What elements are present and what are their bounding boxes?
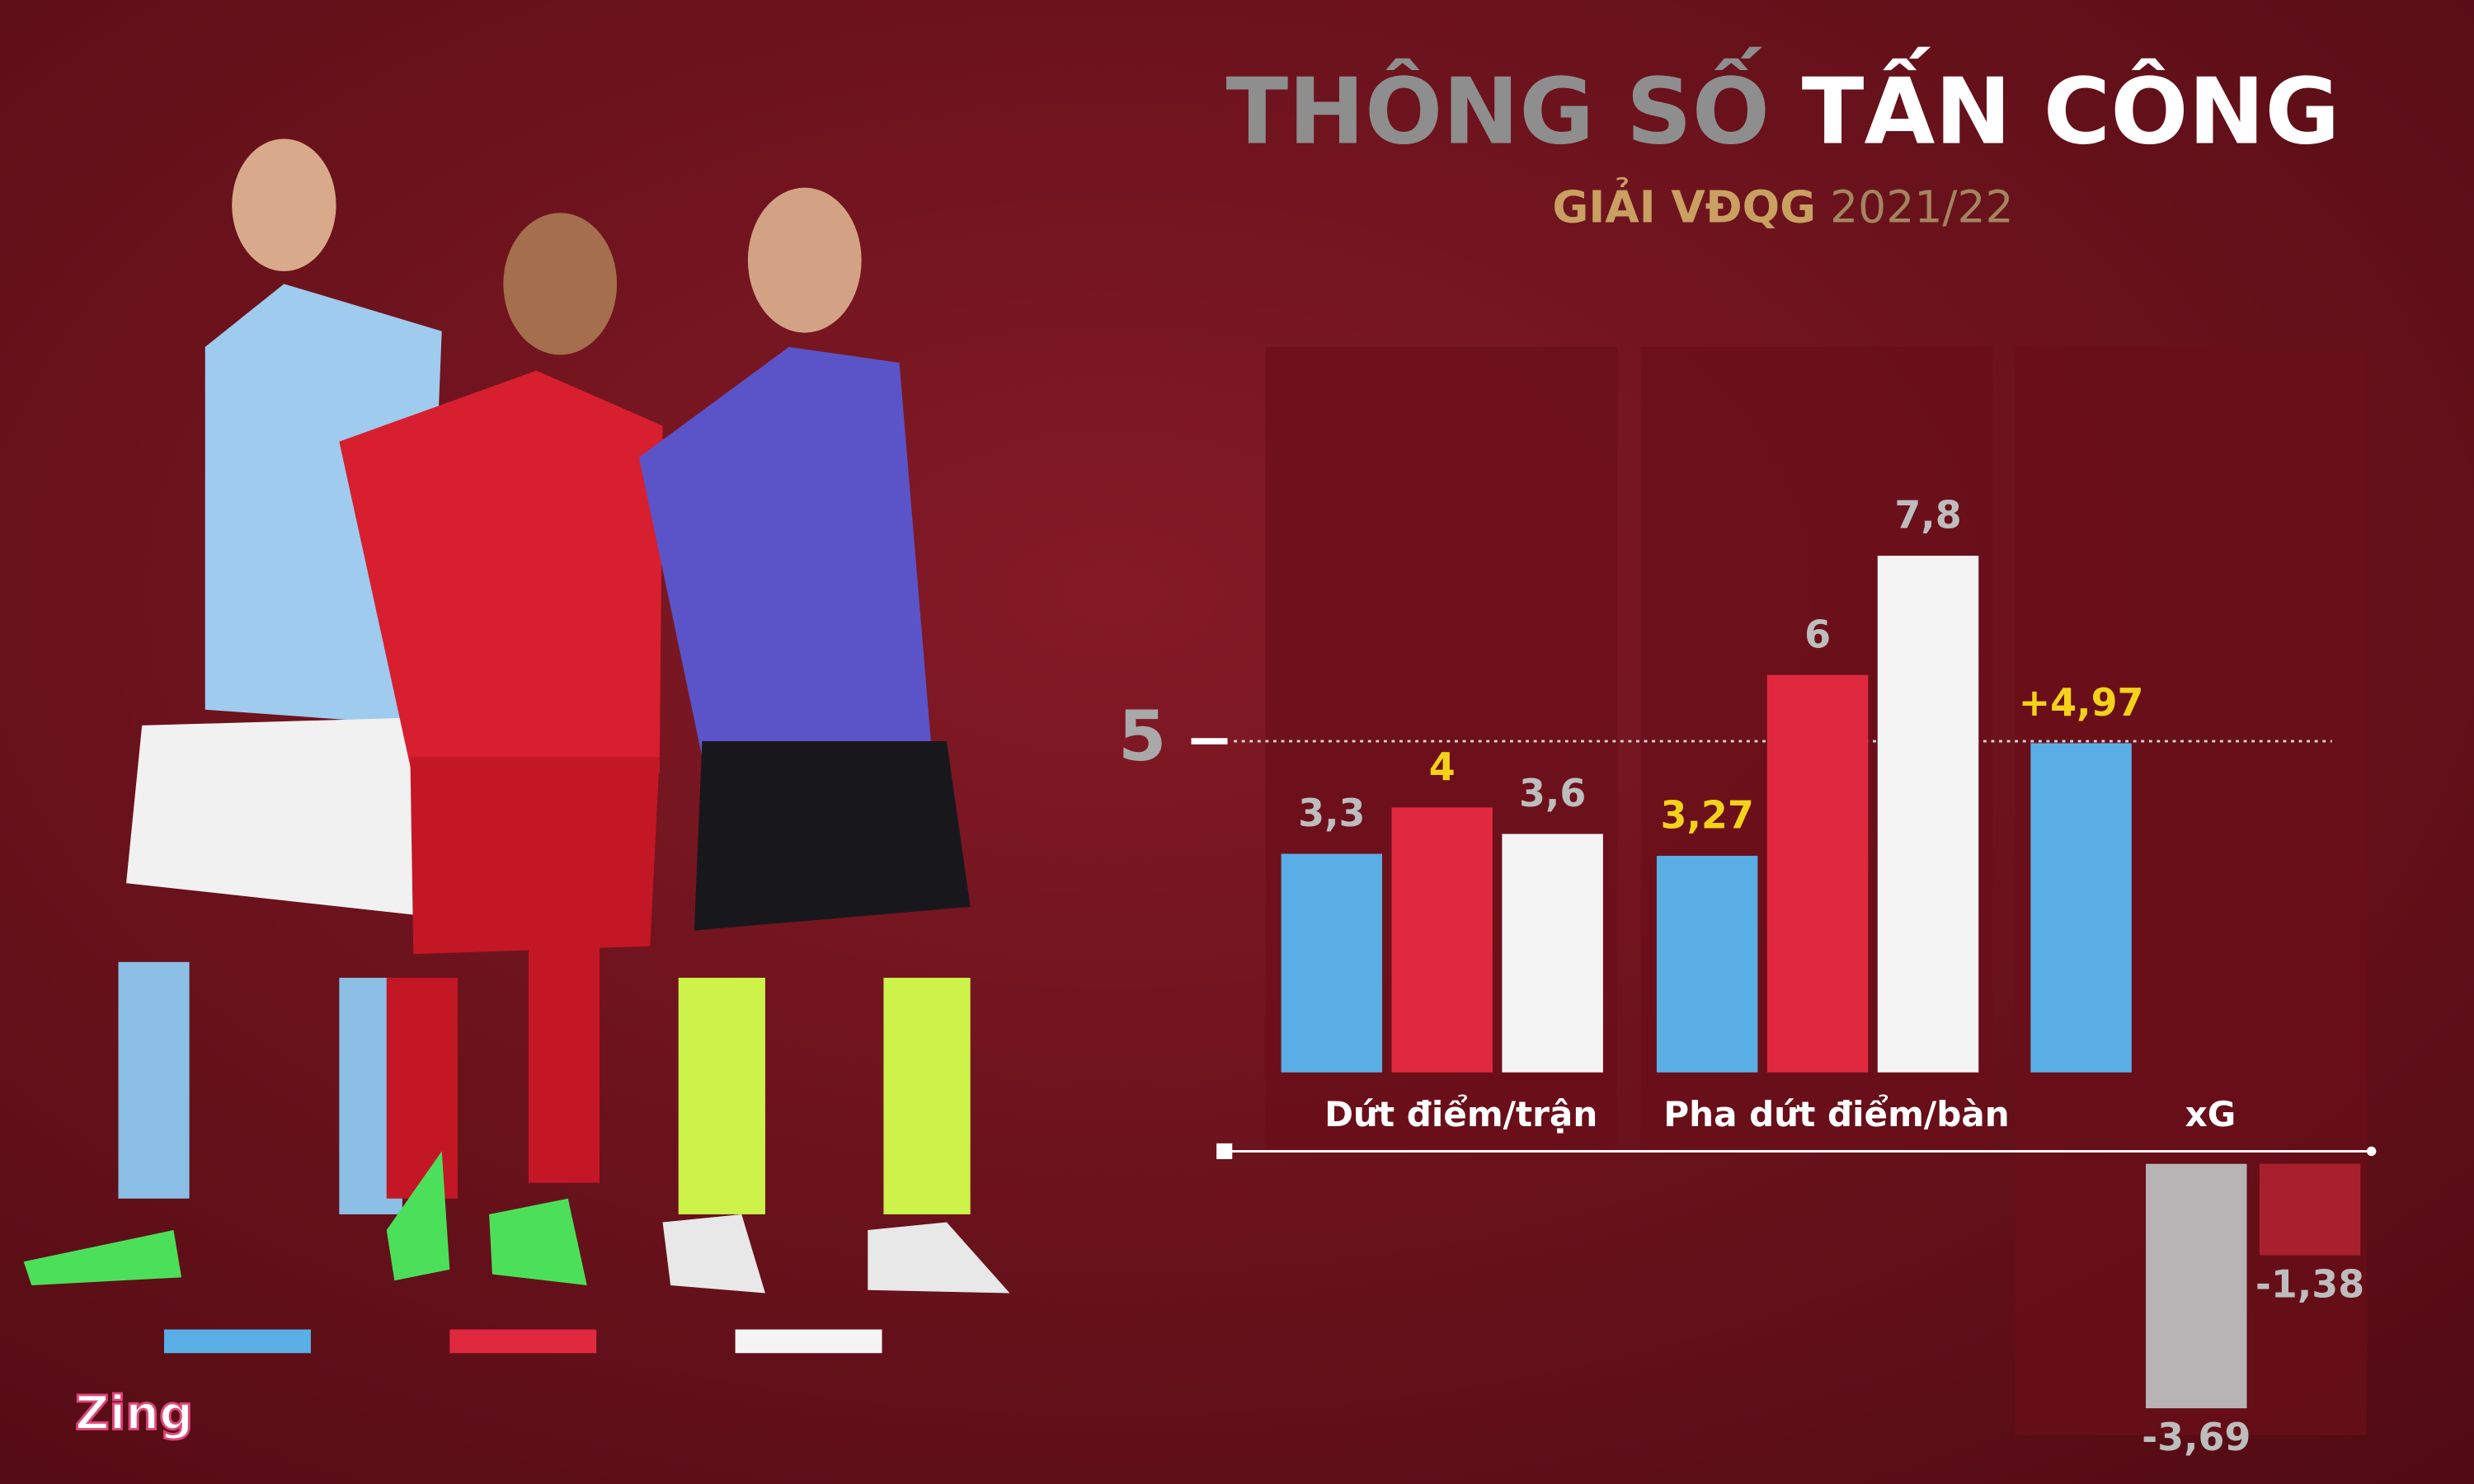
chart-title: THÔNG SỐ TẤN CÔNG <box>1226 47 2340 166</box>
axis-end <box>2366 1146 2377 1157</box>
value-label: 7,8 <box>1894 493 1961 538</box>
legend-swatch <box>735 1329 882 1354</box>
value-label: 3,6 <box>1519 771 1586 815</box>
value-label: +4,97 <box>2019 680 2144 725</box>
bar <box>2030 743 2132 1073</box>
y-tick-label: 5 <box>1118 696 1167 777</box>
title-part: THÔNG SỐ <box>1226 47 1771 166</box>
value-label: 3,3 <box>1298 791 1365 835</box>
axis-end <box>1216 1143 1233 1159</box>
subtitle-part: GIẢI VĐQG <box>1552 176 1816 232</box>
subtitle-part: 2021/22 <box>1830 181 2013 232</box>
bar <box>1281 853 1383 1073</box>
legend-swatch <box>449 1329 597 1354</box>
bar <box>2146 1163 2247 1409</box>
x-tick-label: Dứt điểm/trận <box>1324 1093 1597 1134</box>
player-illustration <box>23 139 1010 1294</box>
bar <box>1877 556 1979 1073</box>
x-tick-label: Pha dứt điểm/bàn <box>1663 1093 2009 1134</box>
value-label: -3,69 <box>2142 1415 2251 1459</box>
bar <box>1391 807 1493 1073</box>
bar <box>2259 1163 2361 1256</box>
logo: Zing <box>75 1385 193 1440</box>
value-label: 3,27 <box>1661 793 1754 838</box>
legend-swatch <box>163 1329 311 1354</box>
value-label: 6 <box>1804 612 1831 656</box>
value-label: -1,38 <box>2255 1261 2364 1306</box>
title-part: TẤN CÔNG <box>1802 47 2340 166</box>
bar <box>1502 834 1603 1073</box>
x-tick-label: xG <box>2185 1094 2236 1134</box>
value-label: 4 <box>1429 744 1456 789</box>
bar <box>1766 674 1869 1073</box>
chart-subtitle: GIẢI VĐQG 2021/22 <box>1552 176 2013 232</box>
bar <box>1656 856 1758 1073</box>
